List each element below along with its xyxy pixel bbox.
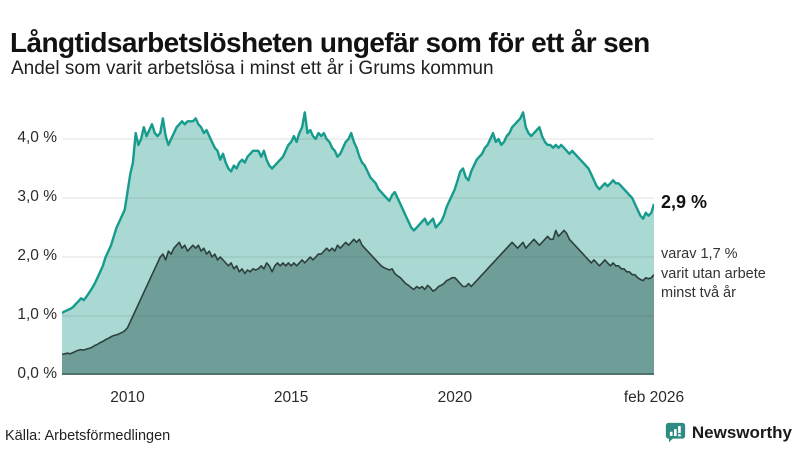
x-axis-tick-label: 2010 xyxy=(110,389,145,406)
x-axis-tick-label: 2015 xyxy=(273,389,309,406)
x-axis-tick-label: feb 2026 xyxy=(623,389,685,406)
y-axis-tick-label: 0,0 % xyxy=(17,365,57,382)
x-axis-tick-label: 2020 xyxy=(437,389,473,406)
brand-logo: Newsworthy xyxy=(665,422,792,443)
newsworthy-speech-bubble-icon xyxy=(665,422,685,443)
line-1yr xyxy=(62,111,654,315)
brand-name: Newsworthy xyxy=(691,422,792,442)
area-2yr xyxy=(62,230,654,375)
page-title: Långtidsarbetslösheten ungefär som för e… xyxy=(10,26,650,58)
latest-value-label: 2,9 % xyxy=(661,192,708,212)
y-axis-tick-label: 3,0 % xyxy=(17,188,57,205)
secondary-value-annotation: varav 1,7 % varit utan arbete minst två … xyxy=(661,246,766,301)
source-credit: Källa: Arbetsförmedlingen xyxy=(5,428,171,444)
chart-subtitle: Andel som varit arbetslösa i minst ett å… xyxy=(11,58,494,79)
y-axis-tick-label: 2,0 % xyxy=(17,247,57,264)
y-axis-tick-label: 4,0 % xyxy=(17,129,57,146)
area-chart-plot xyxy=(62,111,654,375)
line-2yr xyxy=(62,229,654,356)
y-axis-tick-label: 1,0 % xyxy=(17,306,57,323)
